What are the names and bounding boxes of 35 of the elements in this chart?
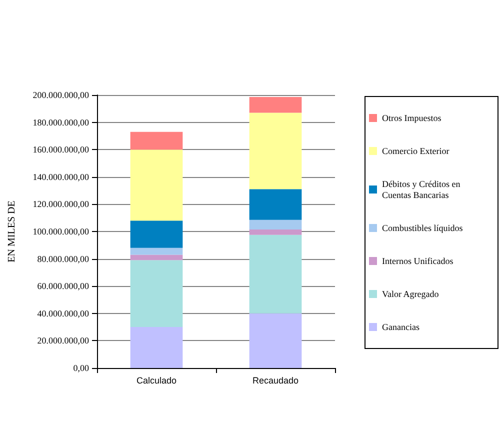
bar (130, 220, 183, 248)
y-tick-label: 0,00 (73, 363, 90, 373)
legend-label: Combustibles líquidos (382, 223, 464, 233)
x-tick-label: Recaudado (252, 376, 299, 386)
y-tick-label: 20.000.000,00 (37, 336, 90, 346)
bar (249, 112, 302, 190)
y-tick-label: 60.000.000,00 (37, 281, 90, 292)
legend-label: Otros Impuestos (382, 113, 442, 123)
legend-label: Ganancias (382, 322, 420, 332)
bar (249, 97, 302, 113)
bar (130, 260, 183, 328)
bar (249, 229, 302, 235)
y-tick-label: 40.000.000,00 (37, 308, 90, 318)
y-tick-label: 100.000.000,00 (32, 226, 90, 236)
legend-label: Débitos y Créditos en Cuentas Bancarias (382, 179, 462, 200)
y-tick-label: 160.000.000,00 (32, 144, 90, 155)
y-tick-label: 120.000.000,00 (32, 199, 90, 210)
bar (249, 189, 302, 220)
bar (130, 248, 183, 255)
y-tick-label: 180.000.000,00 (32, 117, 90, 128)
y-tick-label: 200.000.000,00 (32, 90, 90, 100)
bar (249, 234, 302, 314)
bar (130, 132, 183, 150)
x-tick-label: Calculado (136, 376, 177, 386)
y-axis-title: EN MILES DE (6, 200, 18, 262)
y-tick-label: 140.000.000,00 (32, 172, 90, 182)
legend-label: Comercio Exterior (382, 146, 450, 156)
legend-label: Internos Unificados (382, 256, 454, 266)
bar (249, 220, 302, 230)
bar (130, 254, 183, 260)
bar (130, 327, 183, 368)
bar (130, 150, 183, 221)
legend-label: Valor Agregado (382, 289, 440, 299)
y-tick-label: 80.000.000,00 (37, 254, 90, 264)
bar (249, 313, 302, 368)
